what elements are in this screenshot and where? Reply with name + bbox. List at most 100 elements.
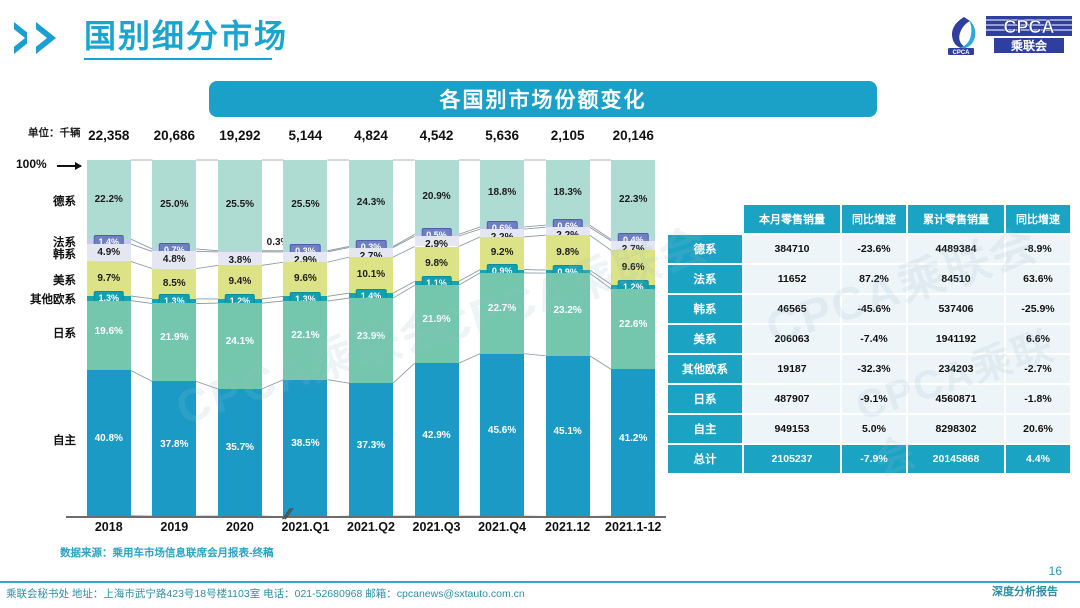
cpca-wordmark-icon: CPCA 乘联会 <box>986 16 1072 53</box>
bar-segment-label: 22.3% <box>619 193 648 205</box>
bar-segment-德系 <box>152 160 197 249</box>
table-row-header: 德系 <box>668 235 742 263</box>
bar-segment-自主 <box>414 363 459 516</box>
table-row: 其他欧系 19187 -32.3% 234203 -2.7% <box>668 355 1070 383</box>
bar-segment-label: 9.7% <box>97 272 121 284</box>
table-cell: -9.1% <box>842 385 906 413</box>
table-cell: 46565 <box>744 295 840 323</box>
column-total-label: 5,144 <box>288 128 323 143</box>
bar-segment-自主 <box>545 355 590 517</box>
bar-segment-label: 21.9% <box>160 332 189 344</box>
country-sales-table: 本月零售销量 同比增速 累计零售销量 同比增速 德系 384710 -23.6% 44893… <box>666 203 1072 475</box>
x-axis-line <box>66 516 666 518</box>
bar-segment-label: 35.7% <box>225 442 255 454</box>
chart-source-note: 数据来源：乘用车市场信息联席会月报表-终稿 <box>60 547 274 559</box>
chart-column: 22,358 22.2% 1.4% 4.9% 9.7% 1.3% 19.6% 40.8% <box>76 120 142 560</box>
column-total-label: 19,292 <box>219 128 261 143</box>
x-tick-label: 2021.12 <box>545 520 591 534</box>
bar-segment-label: 23.9% <box>356 330 386 342</box>
bar-segment-label: 24.1% <box>225 336 255 347</box>
table-cell: 4.4% <box>1006 445 1070 473</box>
table-cell: 4560871 <box>908 385 1004 413</box>
table-column-header: 同比增速 <box>1006 205 1070 233</box>
table-cell: 384710 <box>744 235 840 263</box>
bar-segment-label: 19.6% <box>94 325 123 337</box>
table-row: 韩系 46565 -45.6% 537406 -25.9% <box>668 295 1070 323</box>
bar-segment-label: 18.3% <box>553 186 582 198</box>
table-cell: -23.6% <box>842 235 906 263</box>
x-tick-label: 2021.1-12 <box>605 520 662 534</box>
table-cell: -25.9% <box>1006 295 1070 323</box>
chevron-decoration-icon <box>5 22 76 54</box>
bar-segment-label: 3.8% <box>228 254 252 266</box>
table-cell: 84510 <box>908 265 1004 293</box>
table-cell: 87.2% <box>842 265 906 293</box>
bar-segment-label: 40.8% <box>94 433 123 445</box>
bar-segment-韩系 <box>611 240 656 251</box>
svg-text:乘联会: 乘联会 <box>1010 38 1048 53</box>
bar-segment-label: 42.9% <box>422 429 451 441</box>
table-row-header: 法系 <box>668 265 742 293</box>
bar-segment-韩系 <box>217 251 262 266</box>
table-cell: 487907 <box>744 385 840 413</box>
table-row: 德系 384710 -23.6% 4489384 -8.9% <box>668 235 1070 263</box>
table-row-header: 日系 <box>668 385 742 413</box>
bar-segment-label: 45.1% <box>553 426 582 438</box>
table-cell: 537406 <box>908 295 1004 323</box>
chart-column: 19,292 25.5% 3.8% 9.4% 1.2% 24.1% 35.7% <box>207 120 273 560</box>
bar-segment-自主 <box>283 379 328 517</box>
table-cell: -7.4% <box>842 325 906 353</box>
stacked-bar: 18.8%0.6%2.2%9.2%0.9%22.7%45.6% <box>480 160 525 516</box>
bar-segment-label: 9.8% <box>425 257 448 269</box>
table-cell: 5.0% <box>842 415 906 443</box>
table-cell: 1941192 <box>908 325 1004 353</box>
chart-series-labels: 德系 法系 韩系 美系 其他欧系 日系 自主 <box>0 120 76 560</box>
bar-segment-label: 9.6% <box>294 273 317 285</box>
bar-segment-label: 38.5% <box>291 438 320 450</box>
footer-contact: 乘联会秘书处 地址：上海市武宁路423号18号楼1103室 电话：021-526… <box>6 588 525 600</box>
bar-segment-美系 <box>414 246 459 282</box>
table-cell: 8298302 <box>908 415 1004 443</box>
series-label-其他欧系: 其他欧系 <box>30 294 76 307</box>
bar-segment-label: 2.7% <box>359 250 383 262</box>
bar-segment-label: 10.1% <box>356 269 386 281</box>
footer-divider <box>0 581 1080 583</box>
column-total-label: 2,105 <box>550 128 585 143</box>
column-total-label: 4,542 <box>419 128 454 143</box>
bar-segment-美系 <box>348 257 393 294</box>
bar-segment-自主 <box>480 353 525 516</box>
stacked-bar-chart: 单位：千辆 100% 德系 法系 韩系 美系 其他欧系 日系 自主 22,358 22.2% 1… <box>0 120 676 560</box>
bar-segment-label: 2.9% <box>294 254 317 266</box>
table-corner-cell <box>668 205 742 233</box>
bar-segment-label: 20.9% <box>422 191 451 203</box>
series-label-德系: 德系 <box>53 195 76 208</box>
column-total-label: 22,358 <box>88 128 130 143</box>
bar-segment-德系 <box>217 160 262 251</box>
bar-segment-label: 41.2% <box>619 432 648 444</box>
page-number: 16 <box>1048 564 1062 578</box>
table-cell: -1.8% <box>1006 385 1070 413</box>
x-tick-label: 2021.Q2 <box>347 520 395 534</box>
table-row-header: 美系 <box>668 325 742 353</box>
table-row: 日系 487907 -9.1% 4560871 -1.8% <box>668 385 1070 413</box>
bar-segment-韩系 <box>86 244 131 262</box>
table-row: 法系 11652 87.2% 84510 63.6% <box>668 265 1070 293</box>
table-cell: -2.7% <box>1006 355 1070 383</box>
x-tick-label: 2019 <box>160 520 189 534</box>
bar-segment-label: 4.8% <box>162 254 186 266</box>
bar-segment-label: 9.6% <box>621 261 645 273</box>
table-cell: 2105237 <box>744 445 840 473</box>
bar-segment-日系 <box>414 285 459 364</box>
table-cell: 234203 <box>908 355 1004 383</box>
bar-segment-日系 <box>611 288 656 370</box>
bar-segment-label: 4.9% <box>97 247 121 259</box>
chart-plot-area: 22,358 22.2% 1.4% 4.9% 9.7% 1.3% 19.6% 40.8% 20,… <box>76 120 666 560</box>
stacked-bar: 25.5%0.3%2.9%9.6%1.3%22.1%38.5% <box>283 160 328 517</box>
series-label-韩系: 韩系 <box>53 249 76 262</box>
svg-text:CPCA: CPCA <box>1003 17 1054 37</box>
table-cell: 63.6% <box>1006 265 1070 293</box>
stacked-bar: 22.3%0.4%2.7%9.6%1.2%22.6%41.2% <box>611 160 656 516</box>
stacked-bar: 20.9%0.5%2.9%9.8%1.1%21.9%42.9% <box>414 160 459 516</box>
table-row: 总计 2105237 -7.9% 20145868 4.4% <box>668 445 1070 473</box>
table-cell: 20.6% <box>1006 415 1070 443</box>
